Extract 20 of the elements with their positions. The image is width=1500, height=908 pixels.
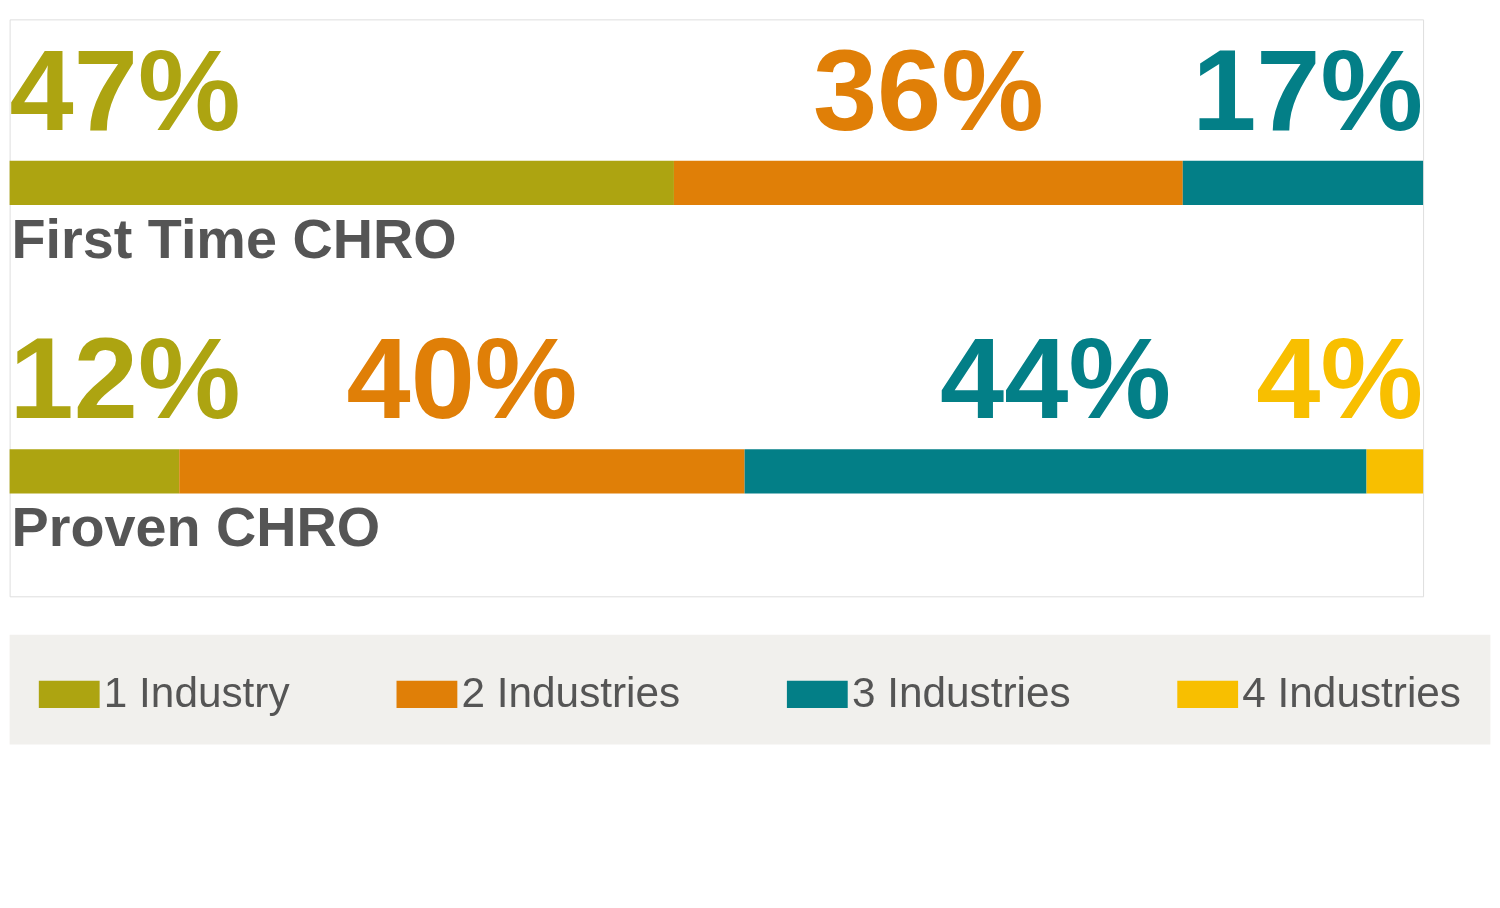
bar	[744, 449, 1367, 494]
bar	[9, 449, 180, 494]
y-tick-label: First Time CHRO	[11, 207, 457, 270]
legend-label: 4 Industries	[1242, 668, 1461, 716]
data-label: 40%	[346, 314, 578, 443]
y-tick-label: Proven CHRO	[11, 496, 381, 559]
legend-label: 1 Industry	[103, 668, 291, 716]
bar	[1366, 449, 1424, 494]
data-label: 47%	[9, 25, 241, 154]
data-label: 44%	[940, 314, 1172, 443]
bar	[673, 160, 1183, 205]
bar	[1182, 160, 1424, 205]
data-label: 36%	[812, 25, 1044, 154]
legend-label: 3 Industries	[851, 668, 1071, 716]
data-label: 4%	[1256, 314, 1424, 443]
legend-label: 2 Industries	[461, 668, 681, 716]
data-label: 17%	[1192, 25, 1424, 154]
data-label: 12%	[9, 314, 241, 443]
bar	[9, 160, 674, 205]
bar	[179, 449, 745, 494]
